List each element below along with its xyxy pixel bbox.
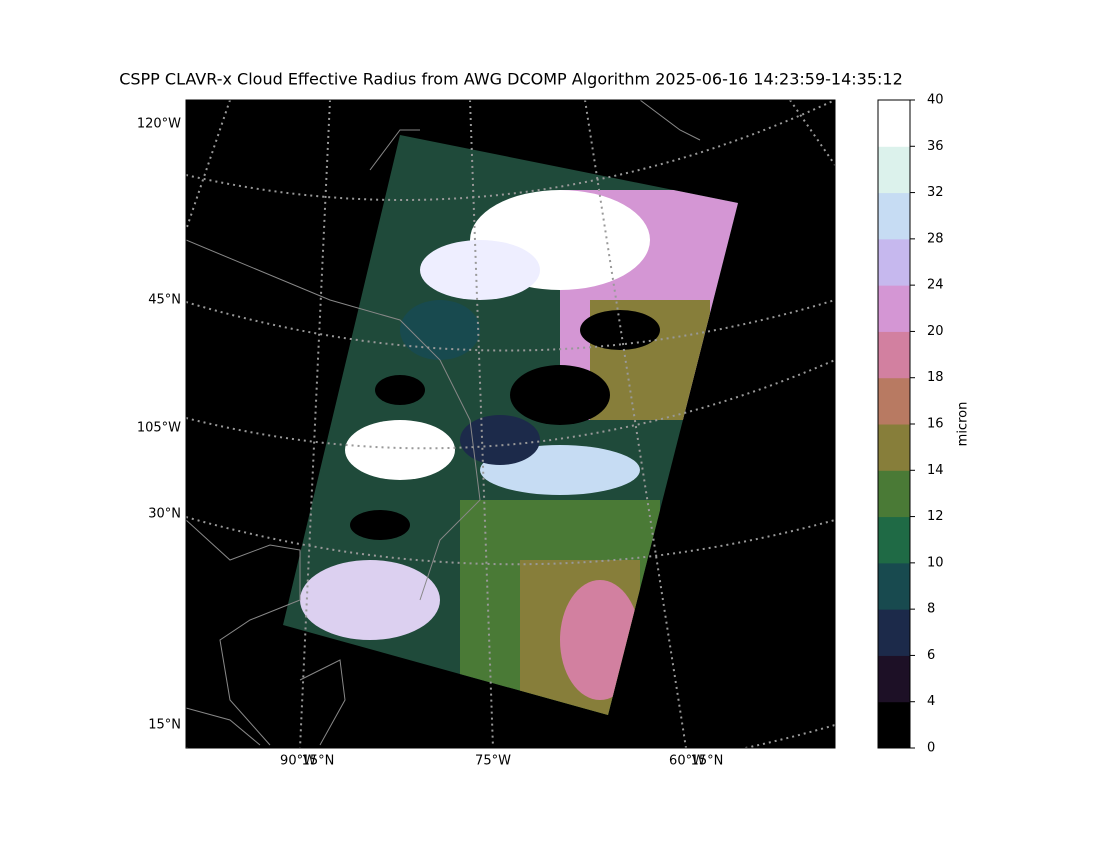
map-label: 15°N [691, 754, 724, 769]
colorbar-tick-label: 32 [927, 185, 944, 200]
map-label: 90°W [280, 754, 316, 769]
title: CSPP CLAVR-x Cloud Effective Radius from… [119, 70, 903, 89]
colorbar-band [878, 377, 910, 425]
colorbar-band [878, 146, 910, 194]
colorbar-band [878, 516, 910, 564]
colorbar-tick-label: 20 [927, 324, 944, 339]
map-frame [185, 99, 836, 749]
colorbar-tick-label: 16 [927, 417, 944, 432]
map-label: 75°W [475, 754, 511, 769]
map-label: 15°N [148, 718, 181, 733]
map-label: 105°W [137, 421, 181, 436]
colorbar-tick-label: 40 [927, 93, 944, 108]
coastlines [186, 100, 701, 746]
map-label: 15°N [302, 754, 335, 769]
colorbar-tick-label: 4 [927, 694, 935, 709]
colorbar-tick-label: 8 [927, 602, 935, 617]
colorbar-band [878, 562, 910, 610]
map-label: 120°W [137, 117, 181, 132]
colorbar-band [878, 609, 910, 656]
graticule [186, 100, 835, 748]
colorbar-tick-label: 10 [927, 555, 944, 570]
colorbar-band [878, 470, 910, 518]
colorbar-band [878, 238, 910, 286]
colorbar-band [878, 192, 910, 240]
colorbar-band [878, 424, 910, 471]
colorbar-tick-label: 36 [927, 139, 944, 154]
colorbar-band [878, 701, 910, 749]
colorbar-band [878, 655, 910, 703]
colorbar-tick-label: 0 [927, 741, 935, 756]
colorbar-tick-label: 18 [927, 370, 944, 385]
colorbar-band [878, 100, 910, 147]
colorbar-label: micron [956, 402, 971, 447]
colorbar-tick-label: 6 [927, 648, 935, 663]
colorbar-band [878, 285, 910, 332]
colorbar-band [878, 331, 910, 379]
colorbar-tick-label: 14 [927, 463, 944, 478]
colorbar-tick-label: 28 [927, 231, 944, 246]
colorbar-tick-label: 12 [927, 509, 944, 524]
map-label: 30°N [148, 507, 181, 522]
map-label: 45°N [148, 293, 181, 308]
colorbar-tick-label: 24 [927, 278, 944, 293]
map-label: 60°W [669, 754, 705, 769]
